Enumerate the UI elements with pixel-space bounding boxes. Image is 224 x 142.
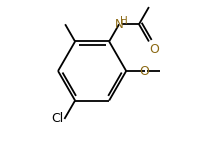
Text: N: N bbox=[115, 18, 123, 31]
Text: O: O bbox=[140, 64, 150, 78]
Text: H: H bbox=[120, 16, 128, 26]
Text: Cl: Cl bbox=[52, 112, 64, 126]
Text: O: O bbox=[150, 43, 159, 56]
